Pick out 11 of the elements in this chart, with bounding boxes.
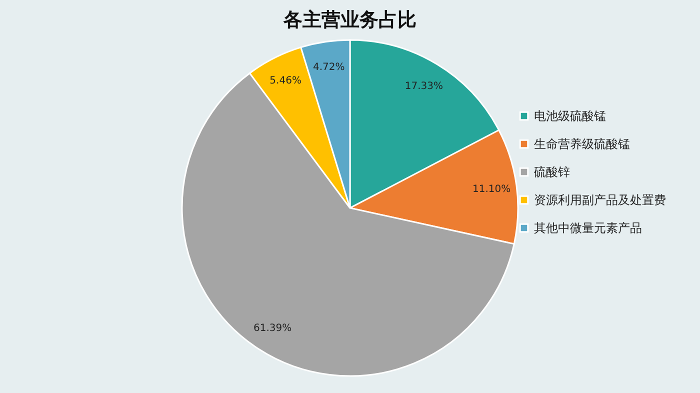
- data-label: 61.39%: [253, 322, 292, 334]
- legend-label: 资源利用副产品及处置费: [534, 193, 666, 207]
- legend-label: 生命营养级硫酸锰: [534, 137, 630, 151]
- legend-label: 硫酸锌: [534, 165, 570, 179]
- data-label: 4.72%: [313, 62, 345, 73]
- data-label: 11.10%: [472, 184, 511, 196]
- legend-label: 其他中微量元素产品: [534, 221, 642, 235]
- chart-title: 各主营业务占比: [282, 9, 416, 31]
- data-label: 5.46%: [270, 76, 302, 87]
- data-label: 17.33%: [404, 80, 444, 92]
- legend-label: 电池级硫酸锰: [534, 109, 606, 123]
